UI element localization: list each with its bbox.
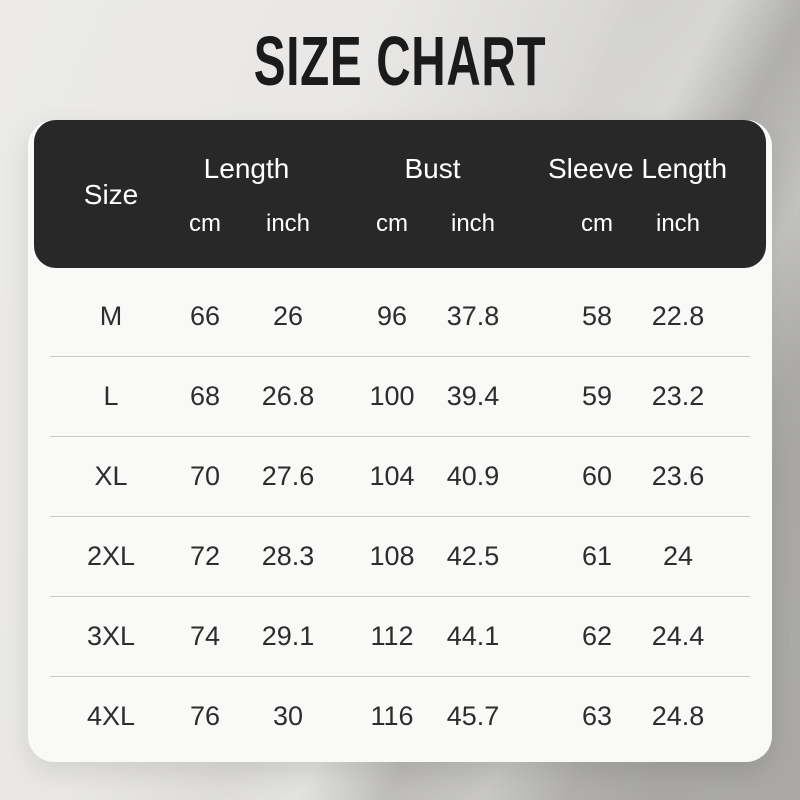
bust-inch-cell: 37.8 (446, 300, 500, 331)
unit-header-bust-cm: cm (376, 210, 408, 237)
bust-cm-cell: 112 (370, 620, 414, 651)
unit-header-sleeve-cm: cm (581, 210, 613, 237)
length-inch-cell: 30 (272, 700, 304, 731)
length-cm-cell: 72 (189, 540, 221, 571)
column-group-bust: Bust (404, 153, 461, 184)
sleeve-inch-cell: 24.4 (651, 620, 705, 651)
size-cell: XL (94, 460, 128, 491)
unit-header-sleeve-inch: inch (655, 210, 701, 237)
bust-inch-cell: 42.5 (446, 540, 500, 571)
sleeve-inch-cell: 23.2 (651, 380, 705, 411)
length-cm-cell: 66 (189, 300, 221, 331)
table-row-l: L 68 26.8 100 39.4 59 23.2 (28, 356, 772, 436)
size-cell: 2XL (86, 540, 136, 571)
length-inch-cell: 27.6 (261, 460, 315, 491)
size-cell: 4XL (86, 700, 136, 731)
bust-cm-cell: 96 (376, 300, 408, 331)
table-row-3xl: 3XL 74 29.1 112 44.1 62 24.4 (28, 596, 772, 676)
sleeve-cm-cell: 61 (581, 540, 613, 571)
column-group-length: Length (203, 153, 290, 184)
column-header-size: Size (83, 179, 139, 210)
table-body: M 66 26 96 37.8 58 22.8 L 68 26.8 100 39… (28, 268, 772, 756)
size-cell: M (99, 300, 123, 331)
bust-cm-cell: 104 (369, 460, 415, 491)
sleeve-inch-cell: 24.8 (651, 700, 705, 731)
length-cm-cell: 70 (189, 460, 221, 491)
table-row-m: M 66 26 96 37.8 58 22.8 (28, 276, 772, 356)
length-cm-cell: 76 (189, 700, 221, 731)
unit-header-bust-inch: inch (450, 210, 496, 237)
length-inch-cell: 29.1 (261, 620, 315, 651)
table-header: Size Length Bust Sleeve Length cm inch c… (34, 120, 766, 268)
sleeve-cm-cell: 59 (581, 380, 613, 411)
bust-cm-cell: 116 (370, 700, 414, 731)
bust-cm-cell: 108 (369, 540, 415, 571)
table-header-grid: Size Length Bust Sleeve Length cm inch c… (28, 120, 772, 250)
sleeve-inch-cell: 24 (662, 540, 694, 571)
size-chart-card: Size Length Bust Sleeve Length cm inch c… (28, 120, 772, 762)
sleeve-inch-cell: 22.8 (651, 300, 705, 331)
bust-inch-cell: 40.9 (446, 460, 500, 491)
sleeve-inch-cell: 23.6 (651, 460, 705, 491)
table-row-xl: XL 70 27.6 104 40.9 60 23.6 (28, 436, 772, 516)
table-row-4xl: 4XL 76 30 116 45.7 63 24.8 (28, 676, 772, 756)
unit-header-length-cm: cm (189, 210, 221, 237)
size-cell: L (103, 380, 119, 411)
length-inch-cell: 28.3 (261, 540, 315, 571)
column-group-sleeve-length: Sleeve Length (547, 153, 728, 184)
length-inch-cell: 26 (272, 300, 304, 331)
unit-header-length-inch: inch (265, 210, 311, 237)
length-cm-cell: 68 (189, 380, 221, 411)
bust-inch-cell: 44.1 (446, 620, 500, 651)
bust-inch-cell: 39.4 (446, 380, 500, 411)
table-row-2xl: 2XL 72 28.3 108 42.5 61 24 (28, 516, 772, 596)
sleeve-cm-cell: 63 (581, 700, 613, 731)
bust-cm-cell: 100 (369, 380, 415, 411)
sleeve-cm-cell: 58 (581, 300, 613, 331)
page-title: SIZE CHART (253, 22, 547, 100)
length-cm-cell: 74 (189, 620, 221, 651)
sleeve-cm-cell: 62 (581, 620, 613, 651)
bust-inch-cell: 45.7 (446, 700, 500, 731)
size-cell: 3XL (86, 620, 136, 651)
sleeve-cm-cell: 60 (581, 460, 613, 491)
length-inch-cell: 26.8 (261, 380, 315, 411)
